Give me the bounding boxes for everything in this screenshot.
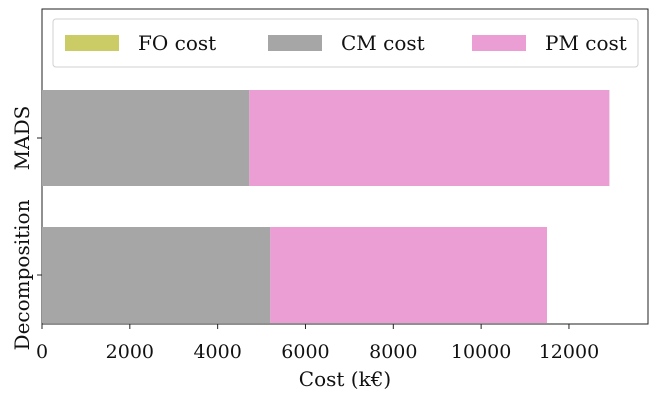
legend-swatch-fo-cost	[65, 35, 119, 51]
x-tick-label: 2000	[106, 341, 154, 363]
legend-label: FO cost	[138, 31, 216, 55]
x-tick-label: 10000	[451, 341, 511, 363]
legend-box	[52, 18, 639, 68]
x-tick-label: 6000	[281, 341, 329, 363]
legend-label: PM cost	[545, 31, 627, 55]
legend-swatch-cm-cost	[268, 35, 322, 51]
y-tick-label: MADS	[10, 106, 34, 171]
x-tick-label: 0	[36, 341, 48, 363]
legend-swatch-pm-cost	[472, 35, 526, 51]
x-tick-label: 8000	[369, 341, 417, 363]
bars-layer	[42, 90, 610, 323]
x-tick-label: 4000	[193, 341, 241, 363]
x-axis-title: Cost (k€)	[299, 367, 391, 389]
legend-label: CM cost	[341, 31, 425, 55]
x-tick-label: 12000	[539, 341, 599, 363]
y-axis: Decomposition MADS	[10, 106, 42, 350]
bar-mads-cm-cost	[42, 90, 250, 186]
legend: FO cost CM cost PM cost	[52, 18, 639, 68]
bar-mads-pm-cost	[249, 90, 610, 186]
y-tick-label: Decomposition	[10, 199, 34, 350]
bar-decomposition-cm-cost	[42, 227, 271, 323]
x-axis: 0 2000 4000 6000 8000 10000 12000	[36, 324, 599, 363]
bar-decomposition-pm-cost	[270, 227, 547, 323]
